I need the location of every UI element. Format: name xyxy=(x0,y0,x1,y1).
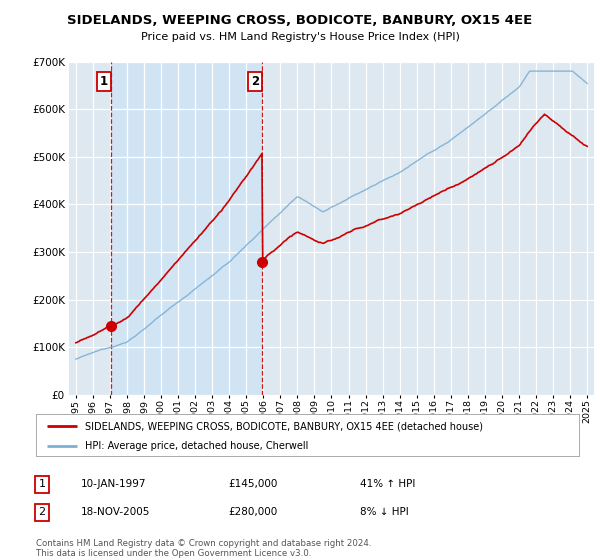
Text: 41% ↑ HPI: 41% ↑ HPI xyxy=(360,479,415,489)
Text: 1: 1 xyxy=(100,75,108,88)
Bar xyxy=(110,62,262,395)
Text: £145,000: £145,000 xyxy=(228,479,277,489)
Text: £280,000: £280,000 xyxy=(228,507,277,517)
Text: SIDELANDS, WEEPING CROSS, BODICOTE, BANBURY, OX15 4EE (detached house): SIDELANDS, WEEPING CROSS, BODICOTE, BANB… xyxy=(85,421,483,431)
Text: Price paid vs. HM Land Registry's House Price Index (HPI): Price paid vs. HM Land Registry's House … xyxy=(140,32,460,42)
Text: 1: 1 xyxy=(38,479,46,489)
Text: SIDELANDS, WEEPING CROSS, BODICOTE, BANBURY, OX15 4EE: SIDELANDS, WEEPING CROSS, BODICOTE, BANB… xyxy=(67,14,533,27)
Text: Contains HM Land Registry data © Crown copyright and database right 2024.
This d: Contains HM Land Registry data © Crown c… xyxy=(36,539,371,558)
Text: 18-NOV-2005: 18-NOV-2005 xyxy=(81,507,151,517)
Text: HPI: Average price, detached house, Cherwell: HPI: Average price, detached house, Cher… xyxy=(85,441,308,451)
Text: 2: 2 xyxy=(38,507,46,517)
Text: 8% ↓ HPI: 8% ↓ HPI xyxy=(360,507,409,517)
Text: 10-JAN-1997: 10-JAN-1997 xyxy=(81,479,146,489)
Text: 2: 2 xyxy=(251,75,259,88)
